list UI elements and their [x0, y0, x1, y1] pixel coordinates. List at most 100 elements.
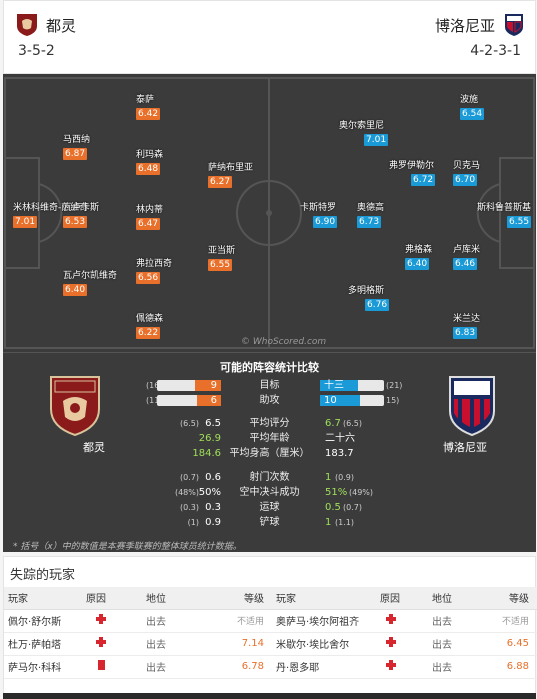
player-name: 亚当斯 — [208, 246, 236, 256]
home-stat-value: 0.9 — [205, 517, 221, 528]
away-stat-value: 二十六 — [325, 433, 355, 444]
stat-row-shots: (0.7) 0.6 射门次数 1 (0.9) — [3, 471, 536, 484]
player-name: 卢库米 — [453, 245, 481, 255]
player-rating: 6.54 — [460, 108, 485, 120]
away-player-status: 出去 — [428, 632, 483, 656]
home-team-name: 都灵 — [46, 16, 77, 35]
away-player-rb[interactable]: 米兰达 6.83 — [453, 313, 480, 339]
away-player-name[interactable]: 奥萨马·埃尔阿祖齐 — [272, 609, 376, 633]
player-rating: 6.76 — [365, 299, 390, 311]
home-player-cb[interactable]: 瓦卢卡斯 6.53 — [63, 202, 99, 228]
player-name: 弗格森 — [405, 245, 433, 255]
home-player-cm-right[interactable]: 弗拉西奇 6.56 — [136, 258, 172, 284]
away-team[interactable]: 博洛尼亚 — [435, 13, 525, 37]
stat-row-tackles: (1) 0.9 铲球 1 (1.1) — [3, 516, 536, 529]
home-player-name[interactable]: 佩尔·舒尔斯 — [4, 609, 82, 633]
player-name: 米兰达 — [453, 314, 481, 324]
home-player-cm-left[interactable]: 利玛森 6.48 — [136, 149, 163, 175]
col-status: 地位 — [428, 587, 483, 610]
home-assists-fill — [196, 395, 221, 406]
home-player-st-left[interactable]: 萨纳布里亚 6.27 — [208, 162, 253, 188]
player-rating: 6.47 — [136, 218, 161, 230]
home-stat-paren: (1) — [187, 518, 199, 527]
home-stat-value: 50% — [198, 487, 221, 498]
home-assists-paren: (11 — [146, 396, 160, 405]
player-rating: 6.87 — [63, 148, 88, 160]
home-goals-value: 9 — [210, 380, 217, 391]
lineup-comparison: 可能的阵容统计比较 都灵 博洛尼亚 (16 9 目标 十三 (21) (11 6 — [3, 352, 536, 552]
home-player-rwb[interactable]: 佩德森 6.22 — [136, 313, 163, 339]
player-rating: 6.27 — [208, 176, 233, 188]
comparison-title: 可能的阵容统计比较 — [220, 361, 319, 374]
player-name: 林内蒂 — [136, 205, 164, 215]
injury-icon — [386, 660, 396, 670]
away-player-lb[interactable]: 波施 6.54 — [460, 94, 485, 120]
goals-bar-row: (16 9 目标 十三 (21) — [3, 379, 536, 393]
player-rating: 6.72 — [411, 174, 436, 186]
table-row: 佩尔·舒尔斯 出去 不适用 奥萨马·埃尔阿祖齐 出去 不适用 — [4, 609, 537, 633]
away-player-gk[interactable]: 斯科鲁普斯基 6.55 — [477, 202, 532, 228]
player-name: 斯科鲁普斯基 — [477, 203, 532, 213]
away-player-dm-left[interactable]: 奥德高 6.73 — [357, 202, 384, 228]
player-name: 贝克马 — [453, 161, 481, 171]
home-goals-bar: 9 — [157, 380, 221, 391]
stat-row-aerials: (48%) 50% 空中决斗成功 51% (49%) — [3, 486, 536, 499]
missing-players-title: 失踪的玩家 — [10, 568, 76, 583]
home-player-st-right[interactable]: 亚当斯 6.55 — [208, 245, 235, 271]
away-goals-bar: 十三 — [320, 380, 384, 391]
away-stat-value: 183.7 — [325, 448, 354, 459]
away-assists-bar: 10 — [320, 395, 384, 406]
stat-label: 平均评分 — [249, 418, 290, 429]
away-stat-value: 1 — [325, 472, 332, 483]
away-stat-paren: (0.9) — [335, 473, 354, 482]
player-name: 多明格斯 — [348, 286, 385, 296]
player-rating: 6.83 — [453, 327, 478, 339]
home-player-cb-left[interactable]: 马西纳 6.87 — [63, 134, 90, 160]
stat-row-avg-height: 184.6 平均身高（厘米） 183.7 — [3, 447, 536, 460]
away-player-cb-right[interactable]: 卢库米 6.46 — [453, 244, 480, 270]
stat-label: 运球 — [259, 502, 280, 513]
stat-label: 平均身高（厘米） — [229, 448, 310, 459]
home-player-lwb[interactable]: 泰萨 6.42 — [136, 94, 161, 120]
lineup-pitch: 米林科维奇-萨维奇 7.01 瓦卢卡斯 6.53 马西纳 6.87 瓦卢尔凯维奇… — [3, 74, 536, 352]
away-player-am-left[interactable]: 奥尔索里尼 7.01 — [339, 120, 389, 146]
away-player-cb-left[interactable]: 贝克马 6.70 — [453, 160, 480, 186]
player-rating: 6.73 — [357, 216, 382, 228]
red-card-icon — [98, 660, 105, 670]
away-player-am[interactable]: 弗罗伊勒尔 6.72 — [389, 160, 436, 186]
away-goals-value: 十三 — [324, 380, 344, 391]
away-player-name[interactable]: 丹·恩多耶 — [272, 655, 376, 679]
away-goals-fill — [320, 380, 358, 391]
home-player-name[interactable]: 萨马尔·科科 — [4, 655, 82, 679]
away-player-status: 出去 — [428, 655, 483, 679]
player-name: 奥德高 — [357, 203, 385, 213]
col-rating: 等级 — [483, 587, 537, 610]
player-rating: 6.55 — [507, 216, 532, 228]
bologna-crest-icon — [505, 14, 523, 36]
missing-players: 失踪的玩家 玩家 原因 地位 等级 玩家 原因 地位 等级 佩尔·舒尔斯 出去 … — [3, 556, 537, 699]
away-assists-value: 10 — [324, 395, 337, 406]
home-player-cb-right[interactable]: 瓦卢尔凯维奇 6.40 — [63, 270, 117, 296]
col-reason: 原因 — [82, 587, 142, 610]
away-team-label: 博洛尼亚 — [443, 441, 487, 454]
bottom-bar — [3, 693, 536, 699]
away-player-st[interactable]: 卡斯特罗 6.90 — [300, 202, 338, 228]
player-rating: 6.53 — [63, 216, 88, 228]
home-player-name[interactable]: 杜万·萨帕塔 — [4, 632, 82, 656]
away-player-am-right[interactable]: 多明格斯 6.76 — [348, 285, 390, 311]
home-stat-value: 184.6 — [192, 448, 221, 459]
injury-icon — [96, 637, 106, 647]
away-stat-paren: (6.5) — [343, 419, 362, 428]
away-assists-fill — [320, 395, 360, 406]
home-team[interactable]: 都灵 — [16, 13, 76, 37]
watermark: © WhoScored.com — [241, 337, 327, 347]
home-player-cm[interactable]: 林内蒂 6.47 — [136, 204, 163, 230]
player-rating: 6.40 — [63, 284, 88, 296]
injury-icon — [386, 637, 396, 647]
home-stat-value: 0.6 — [205, 472, 221, 483]
away-player-name[interactable]: 米歇尔·埃比舍尔 — [272, 632, 376, 656]
away-player-dm-right[interactable]: 弗格森 6.40 — [405, 244, 432, 270]
player-rating: 7.01 — [13, 216, 38, 228]
home-player-gk[interactable]: 米林科维奇-萨维奇 7.01 — [13, 202, 88, 228]
player-name: 泰萨 — [136, 95, 155, 105]
